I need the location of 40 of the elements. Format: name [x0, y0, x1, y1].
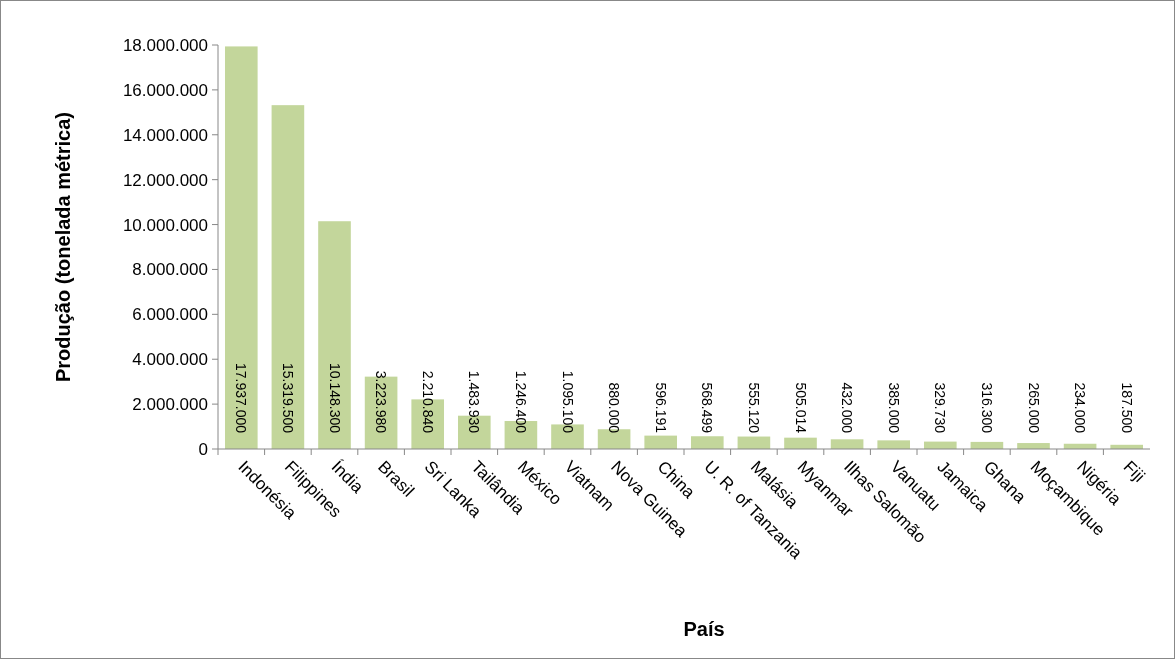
y-tick-label: 10.000.000 [122, 215, 208, 235]
data-label: 10.148.300 [326, 362, 343, 434]
data-label: 2.210.840 [419, 370, 436, 434]
data-label: 265.000 [1025, 382, 1042, 434]
data-label: 234.000 [1072, 382, 1089, 434]
data-label: 1.095.100 [559, 370, 576, 434]
y-tick-label: 6.000.000 [132, 305, 208, 325]
y-tick-label: 0 [198, 439, 208, 459]
data-label: 568.499 [699, 382, 716, 434]
data-label: 432.000 [839, 382, 856, 434]
data-label: 385.000 [885, 382, 902, 434]
data-label: 555.120 [745, 382, 762, 434]
bar [271, 105, 305, 449]
bar [644, 435, 678, 449]
data-label: 3.223.980 [373, 370, 390, 434]
y-axis-title: Produção (tonelada métrica) [52, 111, 74, 383]
data-label: 17.937.000 [233, 362, 250, 434]
bar [318, 221, 351, 449]
data-label: 187.500 [1118, 382, 1135, 434]
y-tick-label: 8.000.000 [132, 260, 208, 280]
data-label: 596.191 [652, 382, 669, 434]
x-tick-label: Fiji [1119, 457, 1149, 486]
y-tick-label: 12.000.000 [122, 170, 208, 190]
bar [830, 439, 864, 449]
y-tick-label: 14.000.000 [122, 125, 208, 145]
data-label: 15.319.500 [279, 362, 296, 434]
bar [877, 440, 911, 449]
bar [224, 46, 258, 449]
y-tick-label: 2.000.000 [132, 395, 208, 415]
x-axis-title: País [683, 618, 725, 640]
data-label: 329.730 [932, 382, 949, 434]
data-label: 316.300 [978, 382, 995, 434]
y-tick-label: 16.000.000 [122, 80, 208, 100]
bar [690, 436, 724, 449]
y-tick-label: 18.000.000 [122, 35, 208, 55]
data-label: 505.014 [792, 382, 809, 434]
data-label: 1.246.400 [512, 370, 529, 434]
data-label: 880.000 [606, 382, 623, 434]
data-label: 1.483.930 [466, 370, 483, 434]
y-tick-label: 4.000.000 [132, 350, 208, 370]
